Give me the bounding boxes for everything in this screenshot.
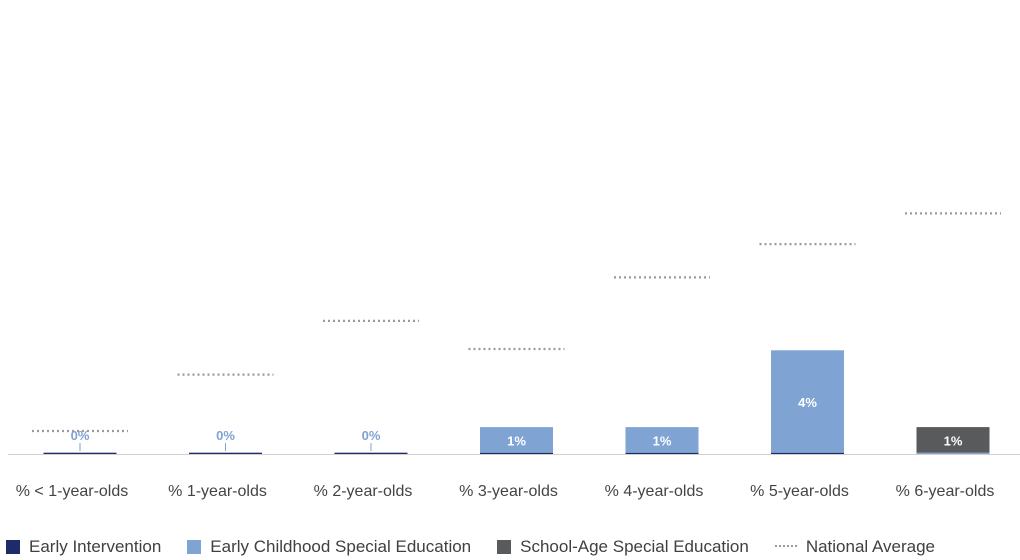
x-tick-label-6: % 6-year-olds: [896, 483, 995, 500]
legend-label-national-average: National Average: [805, 537, 935, 556]
data-label-1: 0%: [216, 428, 235, 443]
legend-label-early-intervention: Early Intervention: [29, 537, 162, 556]
data-label-3: 1%: [507, 434, 526, 449]
legend-item-early-childhood-special-education: Early Childhood Special Education: [187, 537, 471, 557]
legend-swatch-early-childhood-special-education: [187, 540, 202, 554]
legend-swatch-national-average: [774, 545, 797, 547]
legend-item-national-average: National Average: [774, 537, 935, 557]
legend-label-early-childhood-special-education: Early Childhood Special Education: [210, 537, 472, 556]
bar-school-age-special-education-6: [916, 427, 990, 453]
data-label-2: 0%: [362, 428, 381, 443]
data-label-4: 1%: [653, 434, 672, 449]
legend-swatch-early-intervention: [6, 540, 20, 554]
x-tick-label-5: % 5-year-olds: [750, 483, 849, 500]
bar-early-intervention-2: [334, 452, 408, 454]
x-tick-label-2: % 2-year-olds: [314, 483, 413, 500]
x-tick-label-4: % 4-year-olds: [605, 483, 704, 500]
legend-item-school-age-special-education: School-Age Special Education: [497, 537, 749, 557]
bar-chart: 0% 0% 0% 1% 1% 4% 1% % < 1-year-olds % 1-year-o…: [8, 212, 1020, 500]
bar-early-childhood-special-education-6: [916, 452, 990, 454]
bar-early-childhood-special-education-5: [771, 350, 844, 453]
bar-early-childhood-special-education-3: [480, 427, 553, 453]
x-tick-label-1: % 1-year-olds: [168, 483, 267, 500]
data-label-0: 0%: [71, 428, 90, 443]
legend-item-early-intervention: Early Intervention: [6, 537, 161, 557]
legend-swatch-school-age-special-education: [497, 540, 512, 554]
bar-early-intervention-5: [771, 452, 844, 454]
bar-early-intervention-1: [189, 452, 262, 454]
data-label-6: 1%: [944, 434, 963, 449]
chart-legend: Early Intervention Early Childhood Speci…: [0, 535, 1020, 559]
bar-early-intervention-3: [480, 452, 553, 454]
x-tick-label-0: % < 1-year-olds: [16, 483, 129, 500]
x-tick-label-3: % 3-year-olds: [459, 483, 558, 500]
bar-early-intervention-4: [625, 452, 699, 454]
data-label-5: 4%: [798, 395, 817, 410]
bar-early-childhood-special-education-4: [625, 427, 699, 453]
legend-label-school-age-special-education: School-Age Special Education: [520, 537, 749, 556]
bar-early-intervention-0: [43, 452, 117, 454]
